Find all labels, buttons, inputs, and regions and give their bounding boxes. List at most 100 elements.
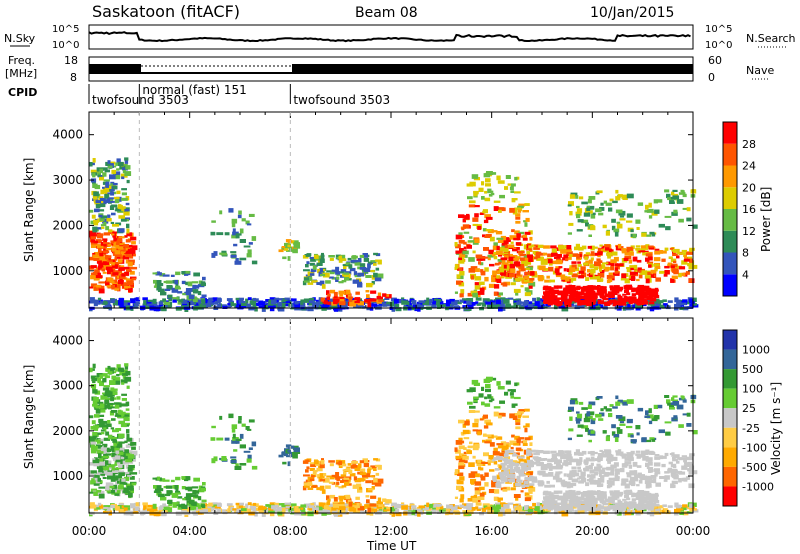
power-cell	[472, 250, 476, 254]
velocity-cell	[524, 492, 530, 497]
power-cell	[577, 264, 582, 267]
power-cell	[476, 258, 483, 261]
power-cell	[692, 304, 699, 308]
power-cell	[628, 275, 632, 279]
power-cell	[585, 290, 591, 295]
power-cell	[646, 261, 654, 264]
velocity-cell	[478, 486, 485, 491]
power-cell	[650, 274, 654, 278]
velocity-cell	[611, 456, 618, 461]
power-cell	[315, 299, 319, 303]
power-cell	[493, 206, 499, 211]
velocity-cell	[107, 460, 112, 464]
velocity-cell	[90, 480, 96, 485]
power-cell	[514, 176, 518, 181]
velocity-cell	[199, 506, 206, 511]
velocity-cell	[659, 455, 664, 460]
velocity-cell	[658, 509, 664, 514]
power-cell	[590, 245, 595, 251]
power-cell	[597, 273, 605, 278]
power-cell	[482, 234, 486, 238]
power-cell	[319, 268, 323, 273]
velocity-cell	[152, 510, 159, 513]
power-ylabel: Slant Range [km]	[22, 158, 36, 262]
velocity-cell	[558, 471, 563, 474]
velocity-cell	[112, 477, 119, 481]
power-cell	[621, 248, 627, 254]
power-cell	[156, 286, 162, 291]
power-cell	[335, 266, 340, 272]
velocity-cell	[181, 509, 187, 515]
power-cell	[592, 212, 596, 215]
power-cell	[117, 204, 123, 209]
power-cell	[525, 261, 532, 265]
velocity-cell	[514, 382, 518, 387]
velocity-cell	[305, 459, 310, 463]
power-cell	[689, 279, 693, 282]
velocity-cell	[238, 416, 242, 421]
power-cell	[395, 303, 400, 307]
power-cell	[131, 253, 136, 257]
power-cell	[271, 300, 277, 305]
power-cell	[626, 268, 632, 273]
power-cell	[154, 282, 158, 286]
power-cell	[653, 298, 660, 302]
velocity-cell	[458, 462, 462, 466]
power-cell	[596, 258, 601, 262]
velocity-cell	[95, 432, 102, 435]
velocity-cell	[328, 481, 334, 484]
power-cell	[519, 257, 526, 261]
freq-label-2: [MHz]	[5, 67, 37, 80]
velocity-cell	[533, 452, 540, 456]
velocity-cell	[493, 457, 498, 461]
velocity-cell	[547, 464, 553, 469]
power-cell	[167, 306, 172, 309]
velocity-cell	[544, 484, 551, 488]
velocity-cell	[504, 477, 508, 482]
power-cell	[614, 270, 619, 274]
power-cell	[593, 292, 598, 296]
velocity-cell	[408, 505, 412, 510]
power-cell	[236, 233, 242, 236]
power-cell	[175, 271, 181, 276]
velocity-cell	[545, 495, 551, 500]
power-cell	[353, 271, 358, 276]
velocity-cell	[109, 380, 116, 385]
velocity-cell	[99, 382, 104, 387]
velocity-cell	[456, 479, 461, 484]
power-cell	[626, 246, 633, 249]
velocity-cell	[90, 470, 97, 474]
velocity-cell	[89, 367, 93, 373]
power-cell	[468, 268, 476, 273]
velocity-cell	[580, 477, 587, 483]
power-cell	[671, 191, 675, 196]
velocity-cell	[635, 450, 641, 453]
power-cell	[546, 297, 553, 302]
power-cell	[532, 271, 537, 275]
power-cell	[238, 297, 244, 301]
velocity-cell	[383, 509, 390, 512]
velocity-cell	[105, 471, 113, 476]
power-cell	[418, 304, 423, 308]
velocity-cell	[232, 437, 239, 441]
power-cell	[507, 297, 514, 300]
velocity-cell	[99, 374, 104, 379]
velocity-cell	[340, 480, 344, 483]
range-tick-label: 2000	[52, 218, 83, 232]
power-cell	[633, 264, 638, 270]
velocity-cell	[172, 502, 179, 505]
velocity-cell	[555, 465, 563, 470]
power-cell	[311, 280, 318, 283]
velocity-cell	[537, 450, 544, 454]
power-cell	[562, 257, 568, 261]
power-cell	[524, 292, 531, 297]
velocity-cell	[552, 504, 558, 507]
power-cell	[252, 304, 257, 308]
velocity-cell	[115, 447, 120, 451]
velocity-cell	[124, 449, 129, 454]
velocity-cell	[590, 462, 594, 466]
power-cell	[110, 240, 117, 245]
velocity-cell	[364, 476, 369, 479]
power-cell	[115, 207, 122, 211]
velocity-cell	[614, 472, 618, 476]
